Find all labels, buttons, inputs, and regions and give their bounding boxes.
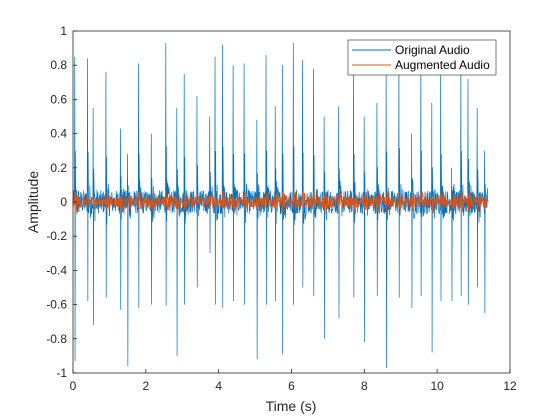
x-tick-label: 12: [503, 379, 517, 393]
legend-box: [347, 39, 497, 76]
y-tick-label: 0.2: [50, 161, 67, 175]
y-tick-label: 0.4: [50, 127, 67, 141]
y-tick-label: -0.8: [46, 332, 67, 346]
y-tick-label: -1: [56, 366, 67, 380]
y-tick-label: 0.8: [50, 58, 67, 72]
x-tick-label: 2: [142, 379, 149, 393]
y-tick-label: 0.6: [50, 92, 67, 106]
y-tick-label: 1: [60, 24, 67, 38]
legend-label-augmented: Augmented Audio: [395, 58, 490, 72]
ticks-layer: 0 2 4 6 8 10 12 -1 -0.8 -0.6 -0.4 -0.2 0 0.2 0.4 0.6 0.8…: [46, 24, 517, 393]
y-tick-label: -0.6: [46, 298, 67, 312]
x-tick-label: 6: [288, 379, 295, 393]
series-line-augmented-audio: [72, 190, 489, 214]
series-layer: [72, 42, 489, 368]
legend: Original Audio Augmented Audio: [347, 39, 497, 76]
series-line-original-audio: [72, 42, 489, 368]
y-tick-label: -0.4: [46, 263, 67, 277]
x-tick-label: 4: [215, 379, 222, 393]
x-tick-label: 8: [361, 379, 368, 393]
y-axis-label: Amplitude: [25, 171, 41, 233]
y-tick-label: -0.2: [46, 229, 67, 243]
x-tick-label: 10: [430, 379, 444, 393]
x-tick-label: 0: [70, 379, 77, 393]
y-tick-label: 0: [60, 195, 67, 209]
x-axis-label: Time (s): [266, 398, 317, 414]
legend-label-original: Original Audio: [395, 43, 470, 57]
